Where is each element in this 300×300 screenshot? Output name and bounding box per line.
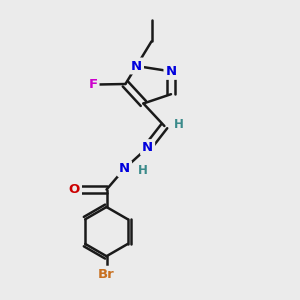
Text: H: H [174,118,184,131]
Text: N: N [131,59,142,73]
Text: N: N [142,141,153,154]
Text: O: O [69,183,80,196]
Text: N: N [165,65,177,78]
Text: H: H [138,164,148,178]
Text: F: F [88,78,98,91]
Text: Br: Br [98,268,115,281]
Text: N: N [119,162,130,175]
